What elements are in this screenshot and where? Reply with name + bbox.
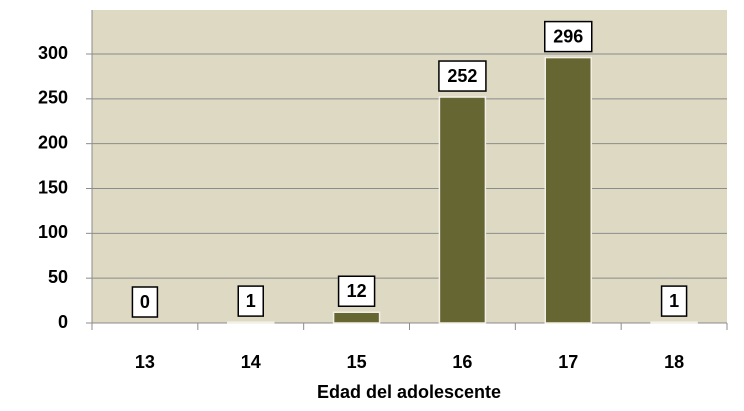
x-tick-label: 14 bbox=[241, 352, 261, 372]
bar bbox=[227, 321, 275, 324]
x-tick-label: 13 bbox=[135, 352, 155, 372]
data-label-box bbox=[237, 285, 264, 317]
y-tick-label: 50 bbox=[48, 267, 68, 287]
x-tick-label: 17 bbox=[558, 352, 578, 372]
y-tick-label: 200 bbox=[38, 132, 68, 152]
data-label: 0 bbox=[140, 292, 150, 312]
x-tick-label: 18 bbox=[664, 352, 684, 372]
data-label: 12 bbox=[347, 281, 367, 301]
y-tick-label: 100 bbox=[38, 222, 68, 242]
data-label-box bbox=[131, 286, 159, 318]
data-label-box bbox=[544, 20, 593, 53]
data-label: 1 bbox=[669, 291, 679, 311]
data-label-box bbox=[337, 275, 376, 307]
y-tick-label: 150 bbox=[38, 177, 68, 197]
bar bbox=[332, 311, 381, 324]
y-tick-label: 250 bbox=[38, 88, 68, 108]
data-label: 1 bbox=[246, 291, 256, 311]
data-label-box bbox=[660, 285, 688, 317]
data-label-box bbox=[438, 60, 487, 92]
bar bbox=[544, 56, 592, 324]
x-tick-label: 15 bbox=[347, 352, 367, 372]
x-axis-title: Edad del adolescente bbox=[317, 382, 501, 402]
y-tick-label: 300 bbox=[38, 43, 68, 63]
bar bbox=[650, 321, 698, 324]
y-tick-label: 0 bbox=[58, 312, 68, 332]
plot-area bbox=[92, 10, 727, 323]
x-tick-label: 16 bbox=[452, 352, 472, 372]
bar bbox=[438, 96, 487, 324]
data-label: 252 bbox=[447, 66, 477, 86]
data-label: 296 bbox=[553, 26, 583, 46]
